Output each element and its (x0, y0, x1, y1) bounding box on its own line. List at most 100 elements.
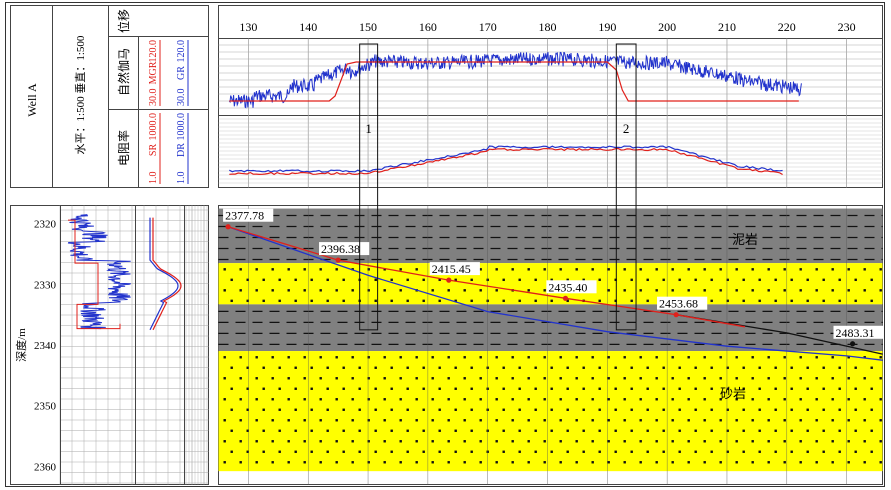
sandstone-dot (447, 377, 450, 380)
sandstone-dot (287, 268, 290, 271)
sandstone-dot (822, 278, 825, 282)
sandstone-dot (431, 461, 434, 464)
sandstone-dot (527, 440, 530, 443)
mgr-curve (229, 61, 799, 102)
sandstone-dot (454, 299, 457, 303)
dr-curve (229, 145, 783, 173)
sandstone-dot (271, 440, 274, 443)
sandstone-dot (431, 289, 434, 292)
trajectory-label-bg (429, 262, 480, 276)
sandstone-dot (767, 398, 770, 401)
sandstone-dot (454, 278, 457, 282)
sandstone-dot (639, 461, 642, 464)
sandstone-dot (790, 450, 793, 453)
sandstone-dot (287, 377, 290, 380)
sandstone-dot (310, 450, 313, 453)
trajectory-label-bg (546, 280, 597, 294)
sandstone-dot (646, 429, 649, 432)
sandstone-dot (575, 440, 578, 443)
sandstone-dot (230, 429, 233, 432)
sandstone-dot (879, 356, 882, 359)
sandstone-dot (230, 366, 233, 369)
sandstone-dot (751, 440, 754, 443)
sandstone-dot (607, 419, 610, 422)
sandstone-dot (543, 461, 546, 464)
sandstone-dot (854, 387, 857, 390)
trajectory-label-bg (833, 325, 884, 339)
sandstone-dot (294, 299, 297, 303)
sandstone-dot (703, 377, 706, 380)
sandstone-dot (854, 450, 857, 453)
sandstone-dot (367, 398, 370, 401)
sandstone-dot (550, 429, 553, 432)
sandstone-dot (534, 366, 537, 369)
depth-axis-label: 深度/m (14, 328, 28, 362)
sandstone-dot (687, 356, 690, 359)
sandstone-dot (758, 387, 761, 390)
trajectory-point (446, 277, 452, 283)
sandstone-dot (607, 440, 610, 443)
sandstone-dot (335, 440, 338, 443)
sandstone-dot (223, 289, 226, 292)
sandstone-dot (719, 461, 722, 464)
sandstone-dot (351, 440, 354, 443)
sandstone-dot (646, 278, 649, 282)
sandstone-dot (790, 408, 793, 411)
sandstone-dot (518, 366, 521, 369)
sandstone-dot (822, 408, 825, 411)
sandstone-dot (431, 398, 434, 401)
sandstone-dot (262, 429, 265, 432)
sandstone-dot (511, 377, 514, 380)
mudstone-layer (218, 208, 883, 264)
sandstone-dot (463, 377, 466, 380)
sandstone-dot (815, 289, 818, 292)
sandstone-dot (310, 366, 313, 369)
sandstone-dot (463, 440, 466, 443)
sandstone-dot (662, 429, 665, 432)
sandstone-dot (854, 278, 857, 282)
sandstone-dot (319, 356, 322, 359)
sandstone-dot (758, 450, 761, 453)
sandstone-dot (806, 450, 809, 453)
sandstone-dot (447, 398, 450, 401)
sandstone-dot (559, 440, 562, 443)
dr-scale: 1.0 DR 1000.0 (176, 113, 189, 184)
sandstone-dot (591, 461, 594, 464)
sandstone-dot (623, 461, 626, 464)
sandstone-dot (719, 289, 722, 292)
sandstone-dot (438, 278, 441, 282)
sandstone-dot (566, 278, 569, 282)
sandstone-dot (822, 299, 825, 303)
header-table: Well A 水平：1:500 垂直：1:500 位移 自然伽马 电阻率 30.… (10, 5, 209, 188)
sandstone-dot (742, 366, 745, 369)
sandstone-dot (399, 419, 402, 422)
sandstone-dot (255, 398, 258, 401)
sandstone-dot (255, 356, 258, 359)
sandstone-dot (854, 299, 857, 303)
sandstone-dot (406, 408, 409, 411)
sandstone-dot (870, 278, 873, 282)
displacement-tick-label: 190 (598, 20, 616, 34)
sandstone-dot (543, 440, 546, 443)
small-sr-curve (152, 217, 182, 331)
sandstone-dot (262, 366, 265, 369)
sandstone-dot (815, 419, 818, 422)
trajectory-label: 2483.31 (835, 326, 874, 340)
sandstone-dot (598, 450, 601, 453)
sandstone-dot (710, 387, 713, 390)
sandstone-dot (719, 398, 722, 401)
sandstone-dot (822, 387, 825, 390)
sandstone-dot (390, 299, 393, 303)
sandstone-dot (847, 419, 850, 422)
sandstone-dot (255, 377, 258, 380)
sandstone-dot (438, 387, 441, 390)
sandstone-dot (447, 440, 450, 443)
sandstone-dot (639, 356, 642, 359)
sandstone-dot (454, 387, 457, 390)
sandstone-dot (742, 408, 745, 411)
sandstone-dot (726, 278, 729, 282)
sandstone-dot (671, 419, 674, 422)
sandstone-dot (511, 268, 514, 271)
sandstone-dot (358, 387, 361, 390)
